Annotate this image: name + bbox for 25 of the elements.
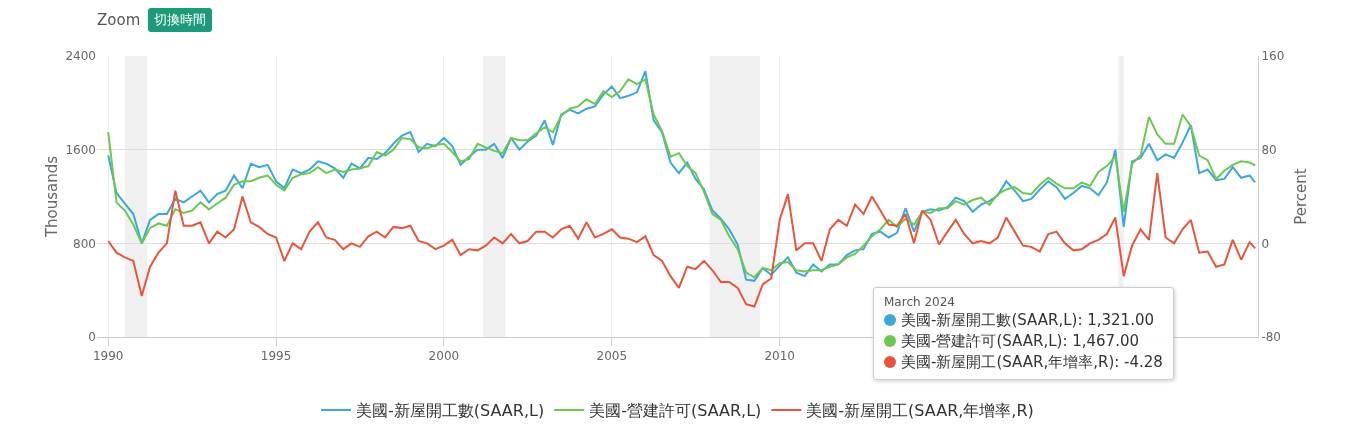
- line-series: [107, 172, 1257, 308]
- x-tick-label: 1995: [260, 349, 292, 364]
- y2-tick-label: 160: [1261, 49, 1285, 64]
- legend-label: 美國-新屋開工數(SAAR,L): [356, 401, 545, 421]
- text: Zoom: [97, 11, 141, 29]
- annotation: March 2024: [884, 294, 956, 310]
- x-tick-label: 1990: [92, 349, 124, 364]
- y-tick-label: 800: [73, 236, 96, 251]
- legend-label: 美國-新屋開工(SAAR,年增率,R): [806, 401, 1034, 421]
- y2-tick-label: 0: [1261, 236, 1270, 251]
- y-tick-label: 2400: [65, 49, 96, 64]
- y-tick-label: 1600: [65, 142, 96, 157]
- x-tick-label: 2005: [596, 349, 628, 364]
- text: 切換時間: [148, 8, 213, 32]
- annotation: 美國-新屋開工數(SAAR,L): 1,321.00: [901, 311, 1155, 329]
- legend-label: 美國-營建許可(SAAR,L): [589, 401, 762, 421]
- y-tick-label: 0: [88, 330, 96, 345]
- x-tick-label: 2010: [764, 349, 795, 364]
- annotation: 美國-營建許可(SAAR,L): 1,467.00: [901, 332, 1140, 350]
- y2-tick-label: 80: [1261, 142, 1277, 157]
- y2-tick-label: -80: [1261, 330, 1282, 345]
- y-axis-title: Thousands: [43, 155, 61, 239]
- y2-axis-title: Percent: [1291, 168, 1310, 225]
- text: 美國-新屋開工(SAAR,年增率,R): -4.28: [901, 353, 1163, 371]
- x-tick-label: 2000: [428, 349, 460, 364]
